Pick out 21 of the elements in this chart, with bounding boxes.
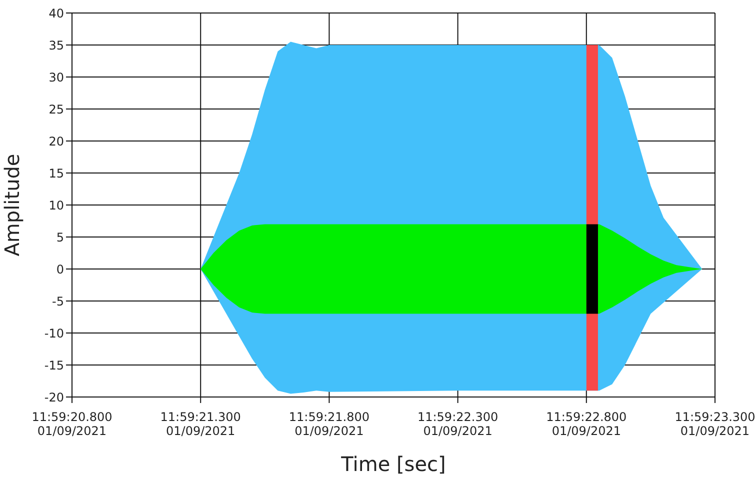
y-tick-label: 0 bbox=[56, 262, 64, 276]
y-tick-label: 5 bbox=[56, 230, 64, 244]
y-tick-label: -20 bbox=[44, 390, 64, 404]
y-tick-label: 30 bbox=[48, 70, 64, 84]
x-tick-label: 11:59:22.300 01/09/2021 bbox=[417, 410, 498, 438]
y-tick-label: 40 bbox=[48, 6, 64, 20]
y-tick-label: -5 bbox=[52, 294, 64, 308]
y-tick-label: 10 bbox=[48, 198, 64, 212]
y-tick-label: -10 bbox=[44, 326, 64, 340]
x-tick-label: 11:59:21.300 01/09/2021 bbox=[160, 410, 241, 438]
x-tick-label: 11:59:21.800 01/09/2021 bbox=[288, 410, 370, 438]
y-axis-title: Amplitude bbox=[0, 154, 24, 256]
y-tick-label: 35 bbox=[48, 38, 64, 52]
x-tick-label: 11:59:20.800 01/09/2021 bbox=[32, 410, 112, 438]
x-axis-title: Time [sec] bbox=[340, 452, 446, 476]
x-tick-label: 11:59:23.300 01/09/2021 bbox=[674, 410, 755, 438]
y-tick-label: 25 bbox=[48, 102, 64, 116]
y-tick-label: -15 bbox=[44, 358, 64, 372]
y-tick-label: 15 bbox=[48, 166, 64, 180]
y-tick-label: 20 bbox=[48, 134, 64, 148]
x-tick-label: 11:59:22.800 01/09/2021 bbox=[546, 410, 627, 438]
